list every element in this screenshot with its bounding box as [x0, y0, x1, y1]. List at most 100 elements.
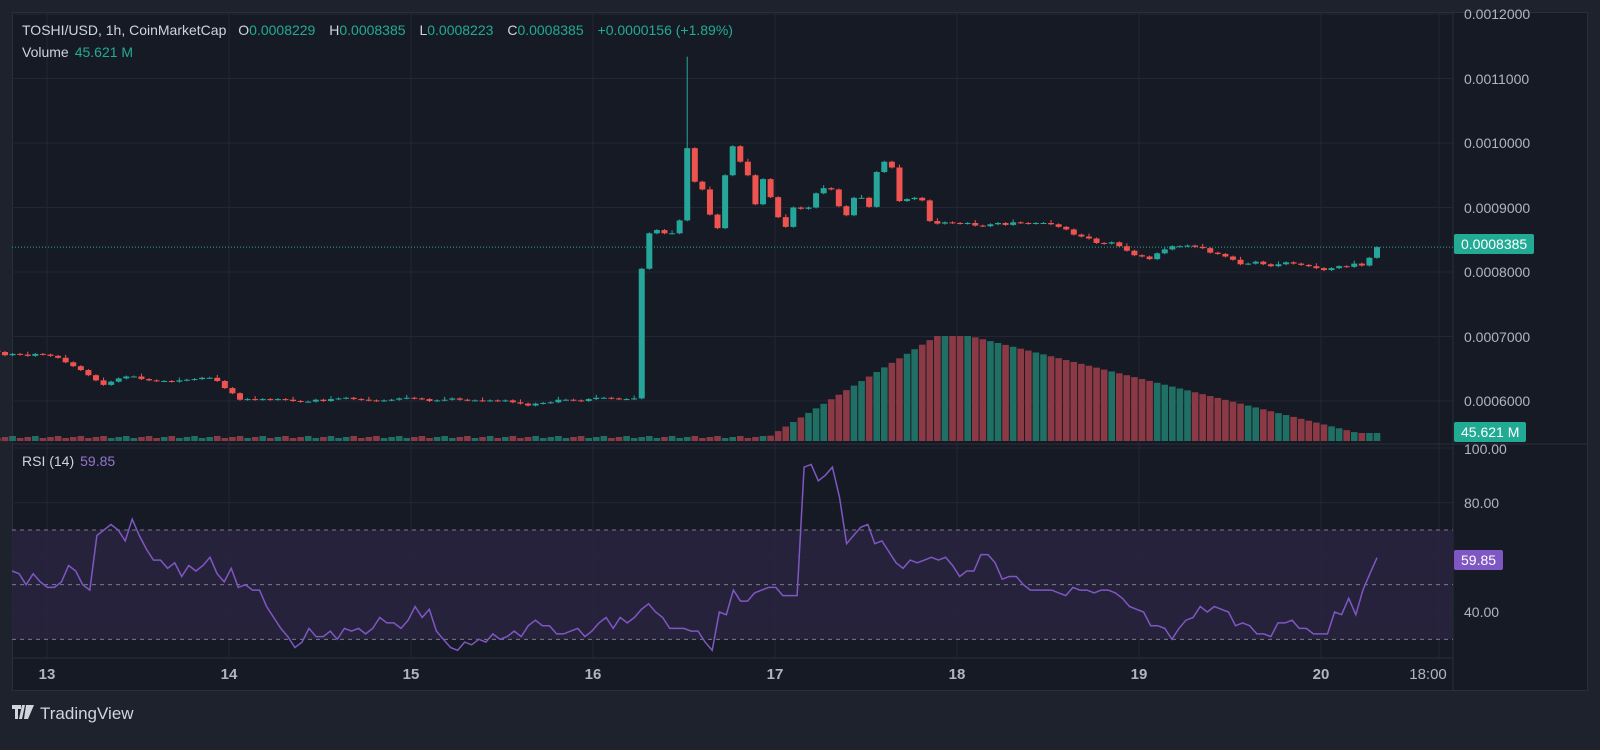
- candle-body: [896, 167, 903, 202]
- candle-body: [32, 353, 39, 356]
- candle-body: [691, 148, 698, 182]
- volume-bar: [1002, 344, 1009, 441]
- candle-body: [115, 378, 122, 382]
- candle-body: [365, 399, 372, 401]
- candle-body: [267, 399, 274, 401]
- candle-body: [995, 222, 1001, 225]
- volume-bar: [183, 437, 191, 441]
- candle-body: [449, 398, 456, 400]
- candle-body: [494, 400, 501, 402]
- volume-bar: [623, 436, 630, 441]
- volume-label[interactable]: Volume: [22, 44, 69, 60]
- candle-body: [1207, 248, 1214, 253]
- volume-bar: [160, 437, 168, 441]
- candle-body: [843, 206, 850, 216]
- candle-body: [540, 402, 547, 404]
- volume-bar: [896, 358, 903, 441]
- volume-bar: [206, 437, 213, 441]
- candle-body: [85, 370, 92, 376]
- brand-name[interactable]: TradingView: [40, 704, 134, 723]
- volume-bar: [494, 438, 502, 441]
- volume-bar: [994, 343, 1002, 441]
- volume-bar: [1191, 392, 1199, 441]
- candle-body: [1116, 242, 1123, 247]
- candle-body: [600, 397, 607, 399]
- volume-bar: [1025, 350, 1032, 441]
- volume-bar: [0, 438, 1, 441]
- volume-bar: [767, 435, 774, 441]
- volume-bar: [562, 438, 570, 441]
- volume-bar: [1, 437, 9, 441]
- volume-bar: [524, 437, 532, 441]
- price-tick: 0.0009000: [1464, 200, 1531, 216]
- volume-bar: [153, 438, 160, 441]
- volume-bar: [441, 436, 448, 441]
- volume-bar: [1078, 363, 1085, 441]
- volume-bar: [335, 438, 342, 441]
- symbol-title[interactable]: TOSHI/USD, 1h, CoinMarketCap: [22, 22, 227, 38]
- candle-body: [1214, 252, 1221, 254]
- candle-body: [616, 398, 622, 400]
- candle-body: [1252, 261, 1259, 264]
- time-label: 15: [402, 666, 420, 683]
- volume-bar: [289, 438, 297, 441]
- candle-body: [290, 399, 297, 401]
- candle-body: [237, 393, 243, 400]
- volume-bar: [1366, 433, 1373, 441]
- rsi-tick: 100.00: [1464, 441, 1507, 457]
- candle-body: [1040, 222, 1047, 224]
- candle-body: [1229, 256, 1236, 260]
- rsi-label[interactable]: RSI (14): [22, 453, 75, 469]
- volume-bar: [509, 436, 517, 441]
- candle-body: [676, 220, 683, 234]
- volume-bar: [138, 437, 145, 441]
- volume-bar: [411, 437, 418, 441]
- candle-body: [1108, 242, 1115, 244]
- candle-body: [957, 222, 964, 224]
- candle-body: [653, 230, 660, 234]
- candle-body: [1374, 247, 1380, 258]
- candle-body: [570, 399, 577, 401]
- volume-bar: [357, 438, 365, 441]
- volume-bar: [77, 436, 85, 441]
- volume-bar: [1222, 399, 1229, 441]
- candle-body: [1298, 263, 1305, 265]
- volume-bar: [130, 438, 138, 441]
- time-label: 17: [766, 666, 784, 683]
- volume-bar: [312, 438, 320, 441]
- candle-body: [17, 353, 24, 355]
- candle-body: [509, 400, 516, 403]
- candle-body: [381, 400, 388, 402]
- volume-bar: [1062, 360, 1070, 441]
- candle-body: [623, 399, 630, 401]
- volume-bar: [661, 437, 668, 441]
- candle-body: [191, 379, 198, 381]
- volume-bar: [1115, 373, 1123, 441]
- low-value: 0.0008223: [427, 22, 494, 38]
- volume-bar: [1350, 432, 1358, 441]
- candle-body: [1192, 245, 1199, 247]
- volume-bar: [699, 438, 706, 441]
- volume-bar: [759, 436, 767, 441]
- volume-bar: [630, 438, 638, 441]
- volume-bar: [812, 408, 820, 441]
- tradingview-logo-icon[interactable]: [12, 704, 34, 724]
- candle-body: [199, 377, 206, 380]
- candle-body: [1199, 246, 1206, 249]
- candle-body: [252, 399, 259, 401]
- candle-body: [904, 199, 911, 202]
- candle-body: [1048, 222, 1055, 225]
- volume-bar: [729, 437, 736, 441]
- volume-bar: [433, 437, 441, 441]
- volume-bar: [1176, 388, 1184, 441]
- candle-body: [1010, 222, 1017, 225]
- volume-bar: [1358, 433, 1366, 441]
- volume-bar: [683, 437, 691, 441]
- volume-bar: [267, 438, 274, 441]
- price-tick: 0.0011000: [1464, 71, 1530, 87]
- volume-bar: [259, 436, 267, 441]
- volume-bar: [24, 437, 32, 441]
- volume-bar: [1244, 405, 1252, 441]
- volume-bar: [39, 438, 47, 441]
